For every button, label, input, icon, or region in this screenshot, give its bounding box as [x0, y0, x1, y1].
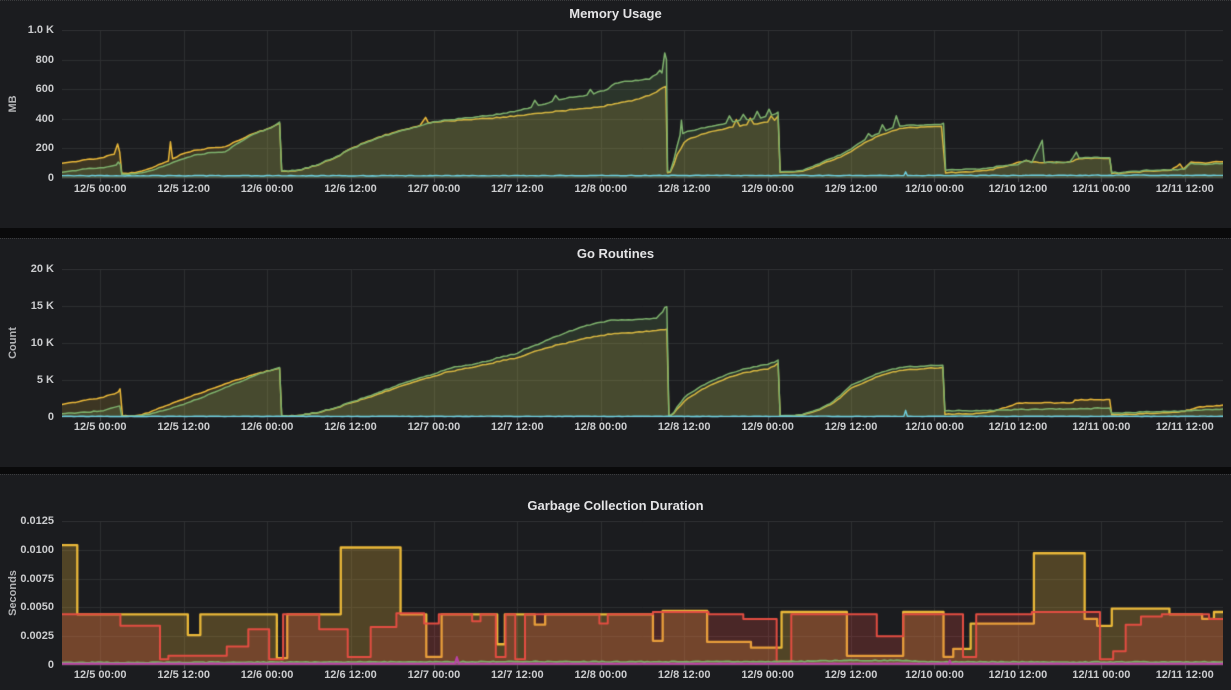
x-tick-label: 12/5 12:00	[157, 183, 210, 195]
panel-title-go-routines[interactable]: Go Routines	[576, 246, 655, 261]
y-tick-label: 0	[47, 411, 54, 423]
x-tick-label: 12/9 12:00	[824, 421, 878, 433]
x-tick-label: 12/9 12:00	[824, 669, 878, 681]
y-tick-label: 0	[47, 172, 54, 184]
y-tick-label: 5 K	[36, 374, 54, 386]
x-tick-label: 12/6 12:00	[324, 669, 377, 681]
x-tick-label: 12/10 00:00	[905, 421, 964, 433]
x-tick-label: 12/10 00:00	[905, 183, 964, 195]
y-tick-label: 20 K	[30, 263, 54, 275]
x-tick-label: 12/8 00:00	[574, 669, 628, 681]
y-tick-label: 0.0075	[20, 572, 54, 585]
x-tick-label: 12/5 00:00	[73, 183, 127, 195]
x-tick-label: 12/9 00:00	[741, 421, 794, 433]
x-tick-label: 12/8 00:00	[574, 183, 628, 195]
y-tick-label: 400	[35, 112, 54, 125]
x-tick-label: 12/9 00:00	[741, 183, 794, 195]
y-axis-unit-mb: MB	[7, 95, 19, 113]
y-tick-label: 800	[35, 53, 54, 66]
x-tick-label: 12/6 00:00	[240, 421, 294, 433]
x-tick-label: 12/5 12:00	[157, 669, 210, 681]
x-tick-label: 12/11 00:00	[1072, 669, 1131, 681]
x-tick-label: 12/9 12:00	[824, 183, 878, 195]
x-tick-label: 12/6 00:00	[240, 183, 294, 195]
x-tick-label: 12/6 12:00	[324, 183, 377, 195]
y-tick-label: 0.0025	[20, 630, 54, 643]
gc-duration-plot[interactable]	[62, 521, 1223, 670]
memory-usage-plot[interactable]	[62, 30, 1223, 183]
x-tick-label: 12/7 00:00	[407, 183, 461, 195]
y-tick-label: 10 K	[30, 337, 54, 349]
y-tick-label: 200	[35, 142, 54, 155]
x-tick-label: 12/11 00:00	[1072, 183, 1131, 195]
y-tick-label: 0.0125	[20, 515, 54, 527]
x-tick-label: 12/8 00:00	[574, 421, 628, 433]
x-tick-label: 12/10 12:00	[988, 669, 1048, 681]
x-tick-label: 12/8 12:00	[657, 421, 711, 433]
x-tick-label: 12/11 12:00	[1155, 421, 1214, 433]
x-tick-label: 12/7 12:00	[491, 669, 544, 681]
y-tick-label: 600	[35, 83, 54, 96]
x-tick-label: 12/7 00:00	[407, 421, 461, 433]
x-tick-label: 12/5 12:00	[157, 421, 210, 433]
x-tick-label: 12/5 00:00	[73, 669, 127, 681]
x-tick-label: 12/11 12:00	[1155, 183, 1214, 195]
x-tick-label: 12/7 12:00	[491, 421, 544, 433]
x-tick-label: 12/10 12:00	[988, 421, 1048, 433]
panel-title-memory-usage[interactable]: Memory Usage	[569, 6, 662, 21]
x-tick-label: 12/7 12:00	[491, 183, 544, 195]
x-tick-label: 12/5 00:00	[73, 421, 127, 433]
x-tick-label: 12/10 12:00	[988, 183, 1048, 195]
y-tick-label: 0.0100	[20, 543, 54, 556]
y-tick-label: 0.0050	[20, 601, 54, 614]
y-tick-label: 1.0 K	[27, 24, 54, 36]
x-tick-label: 12/9 00:00	[741, 669, 794, 681]
x-tick-label: 12/11 12:00	[1155, 669, 1214, 681]
y-tick-label: 0	[47, 659, 54, 671]
x-tick-label: 12/8 12:00	[657, 183, 711, 195]
x-tick-label: 12/6 00:00	[240, 669, 294, 681]
x-tick-label: 12/7 00:00	[407, 669, 461, 681]
go-routines-plot[interactable]	[62, 269, 1223, 422]
x-tick-label: 12/6 12:00	[324, 421, 377, 433]
x-tick-label: 12/8 12:00	[657, 669, 711, 681]
y-tick-label: 15 K	[30, 300, 54, 312]
panel-title-gc-duration[interactable]: Garbage Collection Duration	[527, 498, 704, 513]
x-tick-label: 12/11 00:00	[1072, 421, 1131, 433]
x-tick-label: 12/10 00:00	[905, 669, 964, 681]
